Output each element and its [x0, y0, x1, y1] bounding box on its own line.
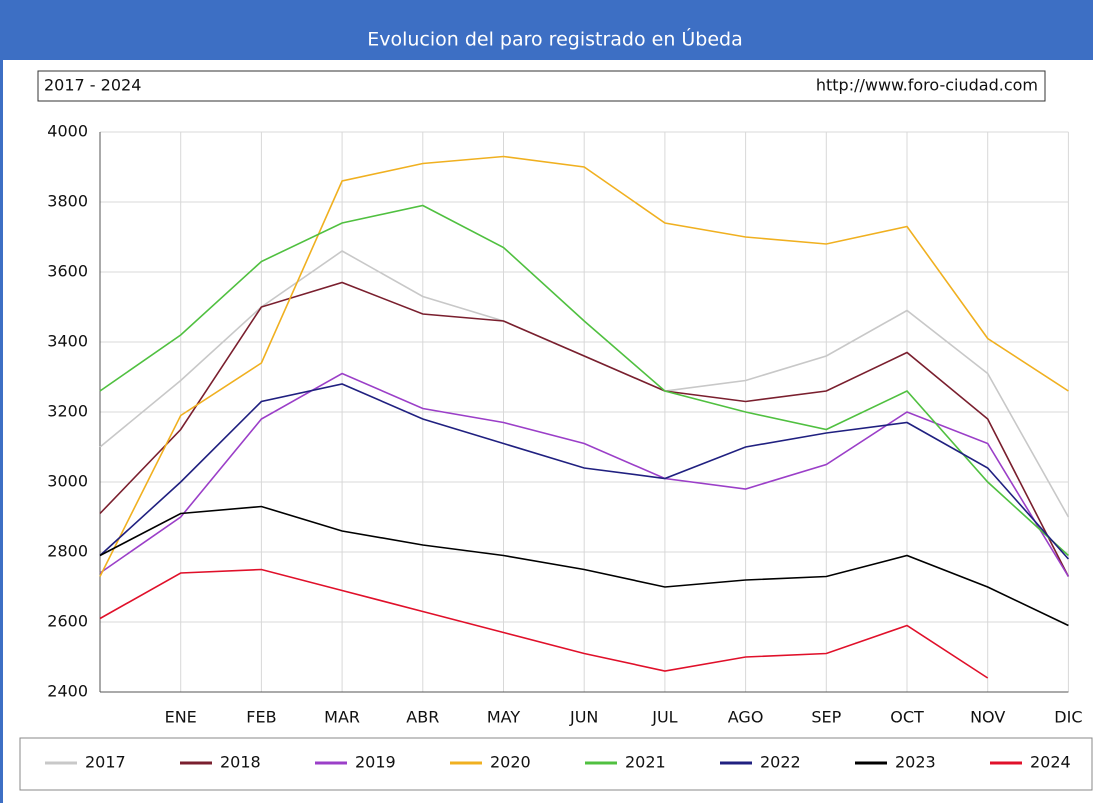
y-tick-label: 4000	[47, 122, 88, 141]
legend-label: 2024	[1030, 753, 1071, 772]
y-tick-label: 3400	[47, 332, 88, 351]
x-tick-label: NOV	[970, 708, 1005, 727]
source: http://www.foro-ciudad.com	[816, 76, 1038, 95]
series-line	[99, 505, 1069, 627]
series-line	[99, 281, 1070, 577]
legend-label: 2017	[85, 753, 126, 772]
y-tick-label: 2800	[47, 542, 88, 561]
x-tick-label: ENE	[165, 708, 197, 727]
x-tick-label: JUL	[651, 708, 677, 727]
series-line	[99, 383, 1069, 560]
x-tick-label: SEP	[811, 708, 841, 727]
legend-label: 2023	[895, 753, 936, 772]
series-line	[99, 568, 989, 679]
y-tick-label: 3200	[47, 402, 88, 421]
x-tick-label: AGO	[728, 708, 764, 727]
x-tick-label: MAY	[487, 708, 521, 727]
chart-title: Evolucion del paro registrado en Úbeda	[367, 27, 743, 51]
legend-label: 2020	[490, 753, 531, 772]
x-tick-label: MAR	[324, 708, 360, 727]
y-tick-label: 3000	[47, 472, 88, 491]
y-tick-label: 2400	[47, 682, 88, 701]
x-tick-label: DIC	[1054, 708, 1082, 727]
subtitle-box	[37, 70, 1046, 102]
series-line	[99, 204, 1069, 557]
legend-label: 2018	[220, 753, 261, 772]
legend-label: 2021	[625, 753, 666, 772]
x-tick-label: OCT	[890, 708, 924, 727]
left-border	[0, 60, 3, 803]
x-tick-label: FEB	[246, 708, 276, 727]
series-line	[99, 155, 1069, 577]
x-tick-label: ABR	[406, 708, 439, 727]
y-tick-label: 3800	[47, 192, 88, 211]
x-tick-label: JUN	[569, 708, 598, 727]
y-tick-label: 3600	[47, 262, 88, 281]
y-tick-label: 2600	[47, 612, 88, 631]
series-line	[99, 372, 1070, 577]
legend-label: 2022	[760, 753, 801, 772]
title-bar	[0, 0, 1093, 60]
subtitle: 2017 - 2024	[44, 76, 141, 95]
legend-label: 2019	[355, 753, 396, 772]
